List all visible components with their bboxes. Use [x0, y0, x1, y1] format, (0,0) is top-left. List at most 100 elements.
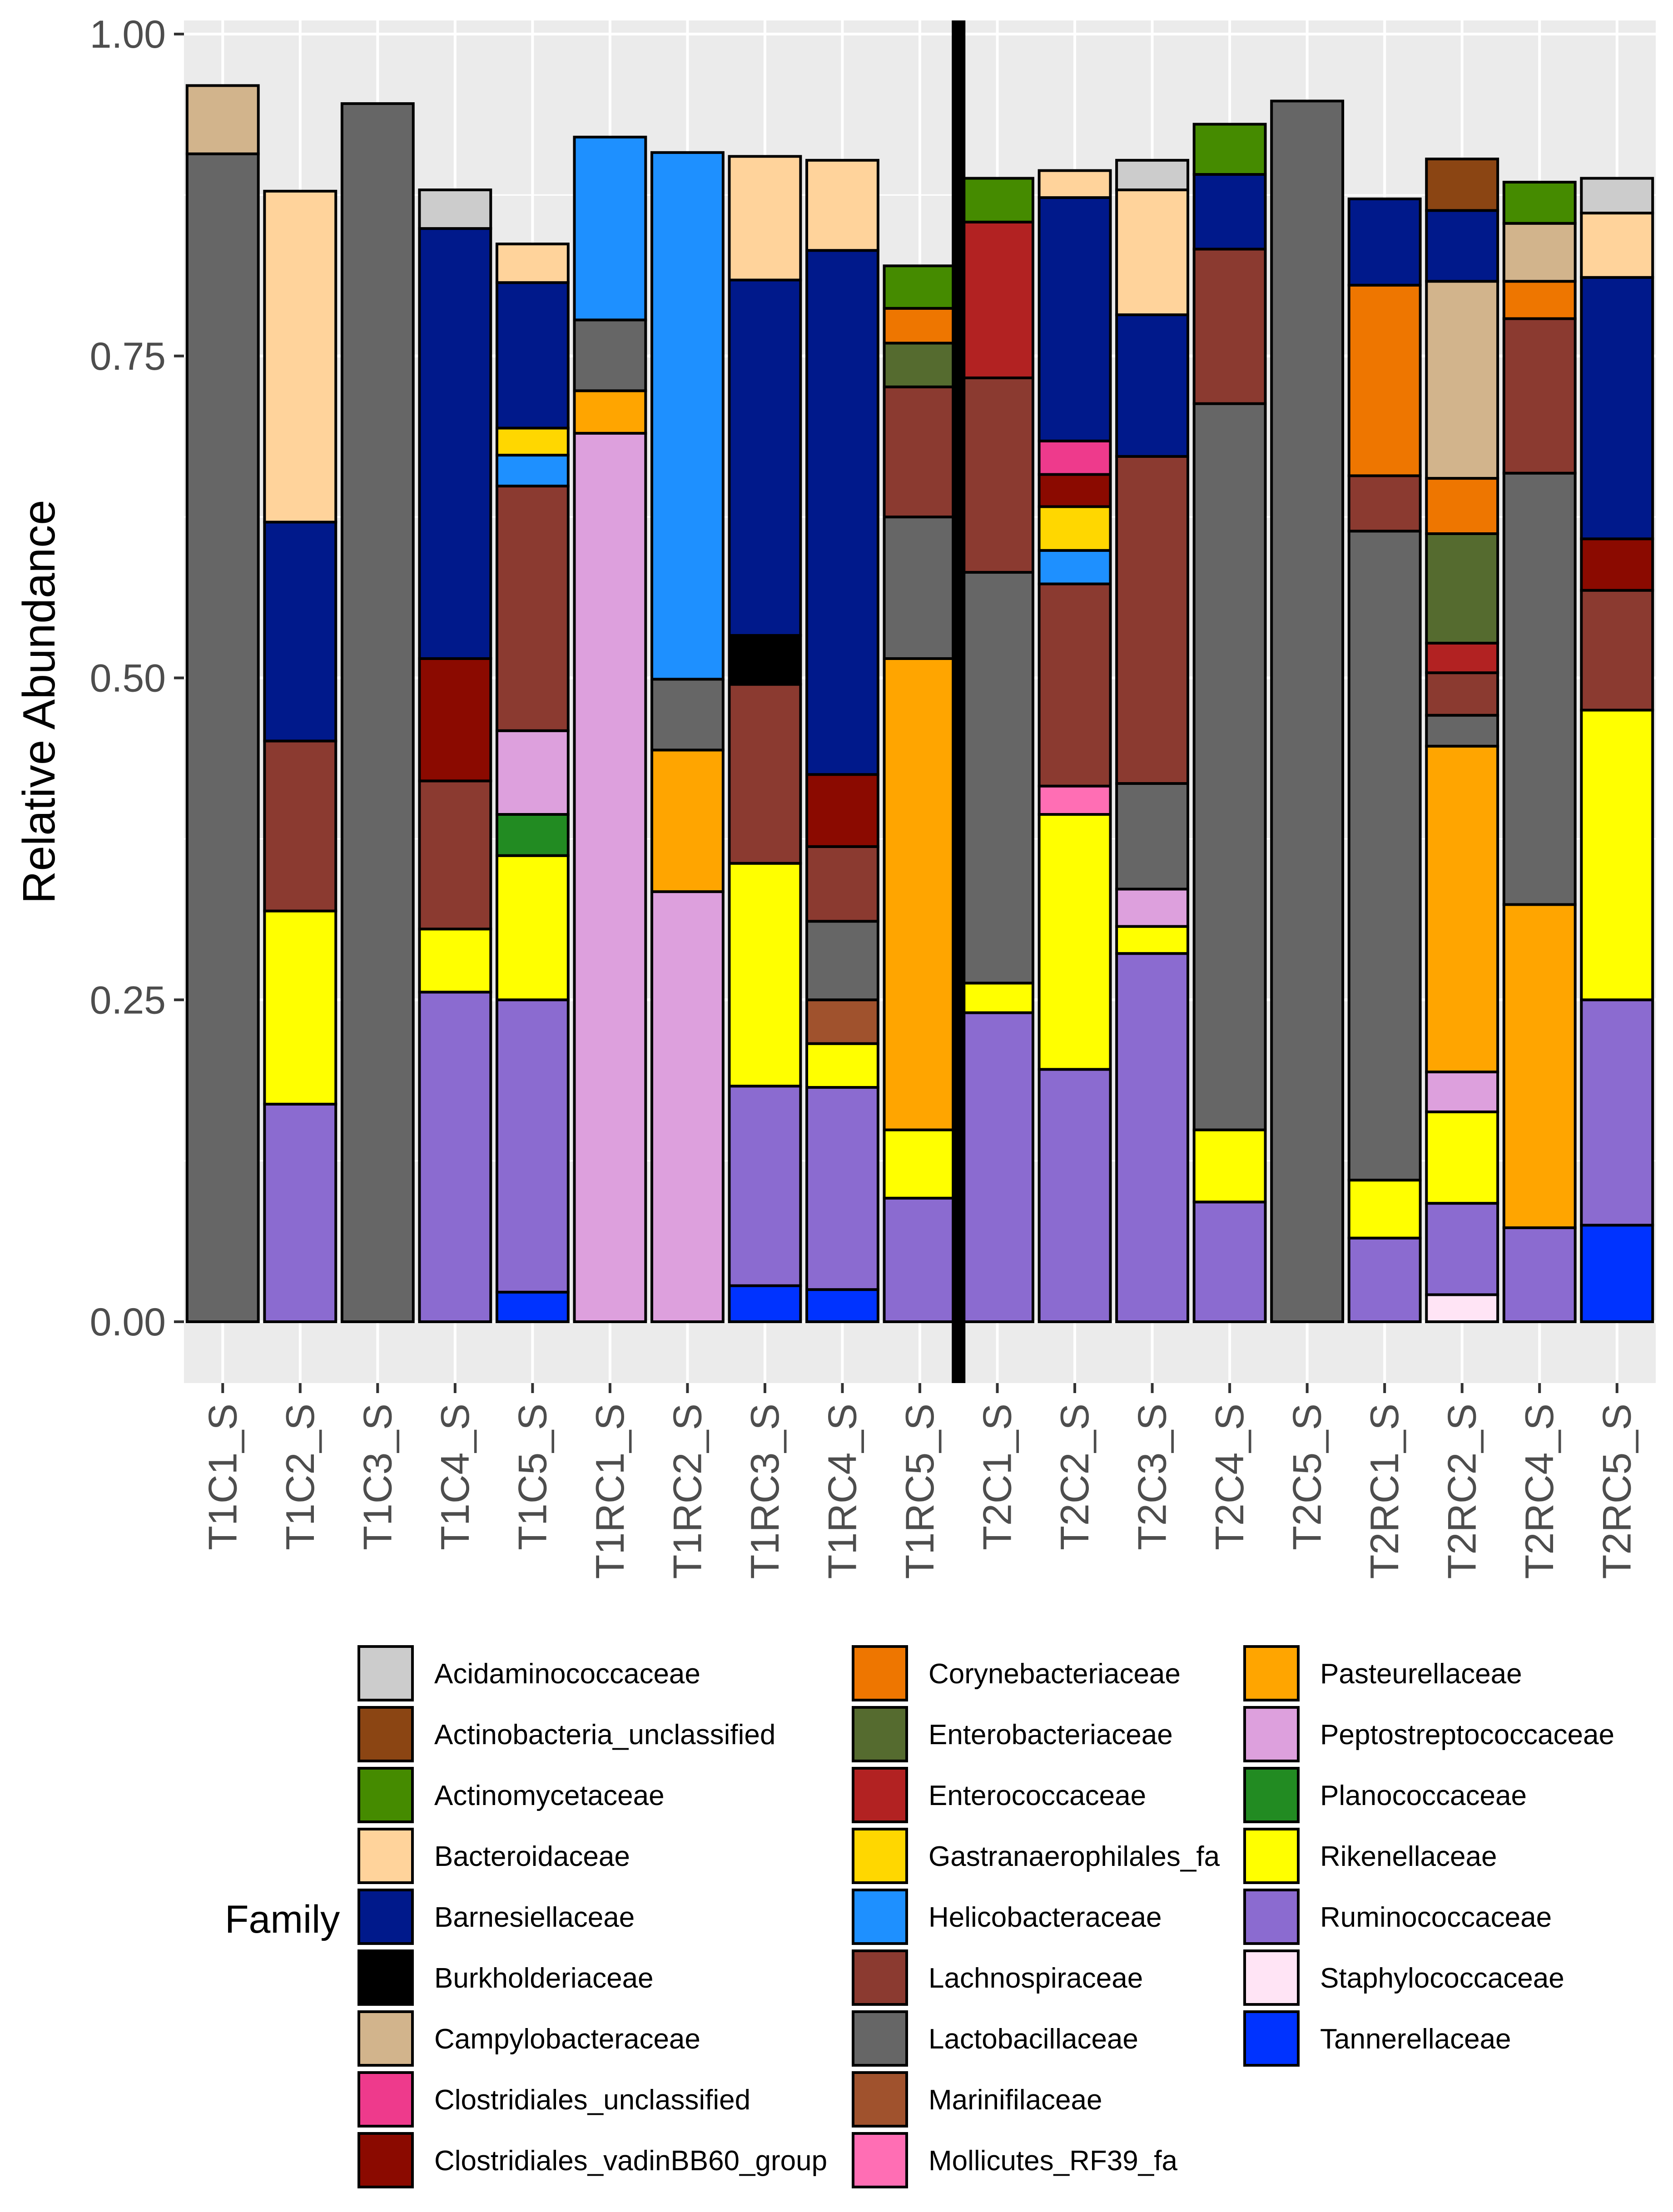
bar-segment-Barnesiellaceae	[263, 521, 338, 743]
bar-segment-Actinobacteria_unclassified	[1425, 157, 1499, 212]
legend-swatch	[852, 1889, 908, 1945]
legend-swatch	[357, 1889, 414, 1945]
legend-swatch	[852, 1767, 908, 1823]
legend-label: Rikenellaceae	[1320, 1841, 1497, 1872]
legend-item-Barnesiellaceae: Barnesiellaceae	[357, 1889, 635, 1945]
bar-T2C2_S	[1038, 169, 1112, 1324]
bar-segment-Ruminococcaceae	[1502, 1226, 1577, 1323]
bar-T2C1_S	[960, 177, 1034, 1324]
bar-segment-Lachnospiraceae	[1580, 589, 1654, 712]
bar-segment-Ruminococcaceae	[1192, 1200, 1267, 1323]
legend-label: Pasteurellaceae	[1320, 1658, 1522, 1690]
bar-segment-Rikenellaceae	[1115, 925, 1190, 955]
legend-swatch	[357, 1949, 414, 2006]
bar-segment-Tannerellaceae	[1580, 1224, 1654, 1323]
legend-item-Lachnospiraceae: Lachnospiraceae	[852, 1949, 1143, 2006]
bar-segment-Pasteurellaceae	[650, 749, 725, 893]
bar-segment-Lactobacillaceae	[805, 920, 879, 1002]
bar-segment-Pasteurellaceae	[1502, 903, 1577, 1230]
bar-segment-Barnesiellaceae	[1038, 196, 1112, 442]
bar-segment-Acidaminococcaceae	[418, 188, 492, 230]
legend-swatch	[357, 1767, 414, 1823]
legend-item-Marinifilaceae: Marinifilaceae	[852, 2071, 1102, 2128]
bar-segment-Clostridiales_vadinBB60_group	[805, 773, 879, 848]
bar-segment-Ruminococcaceae	[960, 1011, 1034, 1324]
bar-segment-Actinomycetaceae	[1192, 123, 1267, 176]
bar-segment-Pasteurellaceae	[573, 389, 647, 435]
bar-segment-Rikenellaceae	[1580, 709, 1654, 1002]
bar-segment-Ruminococcaceae	[1347, 1236, 1422, 1324]
legend-label: Actinobacteria_unclassified	[434, 1719, 775, 1751]
bar-segment-Clostridiales_vadinBB60_group	[1580, 537, 1654, 592]
legend-title: Family	[225, 1898, 340, 1941]
bar-segment-Rikenellaceae	[1347, 1179, 1422, 1240]
bar-segment-Lactobacillaceae	[1347, 530, 1422, 1182]
y-tick-label: 1.00	[90, 13, 166, 56]
legend-swatch	[852, 2010, 908, 2067]
x-tick-label: T1C5_S	[510, 1404, 555, 1550]
bar-segment-Barnesiellaceae	[418, 227, 492, 660]
bar-segment-Rikenellaceae	[1192, 1128, 1267, 1204]
x-tick-label: T1RC5_S	[897, 1404, 942, 1579]
legend-label: Enterobacteriaceae	[928, 1719, 1173, 1751]
bar-segment-Rikenellaceae	[418, 927, 492, 994]
bar-segment-Lachnospiraceae	[960, 376, 1034, 574]
bar-segment-Bacteroidaceae	[805, 159, 879, 252]
bar-T2RC5_S	[1580, 177, 1654, 1323]
x-tick-label: T1RC4_S	[819, 1404, 864, 1579]
bar-segment-Pasteurellaceae	[1425, 744, 1499, 1074]
bar-segment-Rikenellaceae	[263, 909, 338, 1106]
bar-T1C3_S	[340, 102, 415, 1323]
x-tick-label: T2C1_S	[975, 1404, 1020, 1550]
legend-item-Lactobacillaceae: Lactobacillaceae	[852, 2010, 1138, 2067]
legend-item-Actinobacteria_unclassified: Actinobacteria_unclassified	[357, 1706, 775, 1762]
legend-item-Acidaminococcaceae: Acidaminococcaceae	[357, 1645, 700, 1701]
legend-item-Staphylococcaceae: Staphylococcaceae	[1243, 1949, 1564, 2006]
bar-T1C1_S	[185, 84, 260, 1323]
bar-segment-Campylobacteraceae	[1425, 280, 1499, 480]
legend-label: Enterococcaceae	[928, 1780, 1146, 1811]
y-axis-title: Relative Abundance	[14, 500, 65, 904]
legend-swatch	[357, 1645, 414, 1701]
bar-segment-Barnesiellaceae	[1192, 173, 1267, 251]
bar-segment-Pasteurellaceae	[883, 657, 957, 1131]
x-tick-label: T1RC1_S	[587, 1404, 632, 1579]
legend-swatch	[852, 1828, 908, 1884]
legend-item-Bacteroidaceae: Bacteroidaceae	[357, 1828, 630, 1884]
bar-segment-Barnesiellaceae	[1425, 209, 1499, 283]
legend-item-Ruminococcaceae: Ruminococcaceae	[1243, 1889, 1552, 1945]
x-axis: T1C1_S T1C2_S T1C3_S T1C4_S T1C5_S T1RC1_S T1R…	[200, 1383, 1639, 1579]
bar-segment-Corynebacteriaceae	[1347, 283, 1422, 477]
bar-segment-Campylobacteraceae	[185, 84, 260, 155]
bar-segment-Peptostreptococcaceae	[1425, 1071, 1499, 1113]
bar-segment-Peptostreptococcaceae	[495, 729, 570, 816]
x-tick-label: T1RC2_S	[665, 1404, 710, 1579]
legend-swatch	[1243, 1949, 1300, 2006]
legend-label: Marinifilaceae	[928, 2084, 1102, 2116]
bar-segment-Burkholderiaceae	[728, 634, 802, 686]
legend-swatch	[1243, 1706, 1300, 1762]
bar-segment-Barnesiellaceae	[1115, 313, 1190, 458]
bar-segment-Bacteroidaceae	[1580, 212, 1654, 279]
legend-item-Rikenellaceae: Rikenellaceae	[1243, 1828, 1497, 1884]
bar-segment-Tannerellaceae	[495, 1290, 570, 1323]
legend-item-Tannerellaceae: Tannerellaceae	[1243, 2010, 1511, 2067]
bar-segment-Barnesiellaceae	[495, 281, 570, 430]
bar-segment-Lactobacillaceae	[1270, 99, 1345, 1324]
legend-swatch	[357, 2132, 414, 2188]
bar-T2C3_S	[1115, 159, 1190, 1323]
bar-segment-Lactobacillaceae	[1192, 402, 1267, 1131]
bar-segment-Peptostreptococcaceae	[573, 431, 647, 1323]
bar-segment-Lachnospiraceae	[1502, 317, 1577, 475]
bar-segment-Helicobacteraceae	[573, 135, 647, 322]
bar-segment-Lactobacillaceae	[1425, 714, 1499, 748]
x-tick-label: T1C3_S	[355, 1404, 400, 1550]
x-tick-label: T1RC3_S	[742, 1404, 787, 1579]
x-tick-label: T2C3_S	[1130, 1404, 1175, 1550]
bar-segment-Gastranaerophilales_fa	[495, 427, 570, 457]
legend-label: Barnesiellaceae	[434, 1902, 635, 1933]
legend-label: Planococcaceae	[1320, 1780, 1527, 1811]
legend-item-Clostridiales_unclassified: Clostridiales_unclassified	[357, 2071, 750, 2128]
bar-T2RC4_S	[1502, 181, 1577, 1323]
bar-segment-Lactobacillaceae	[1115, 782, 1190, 891]
